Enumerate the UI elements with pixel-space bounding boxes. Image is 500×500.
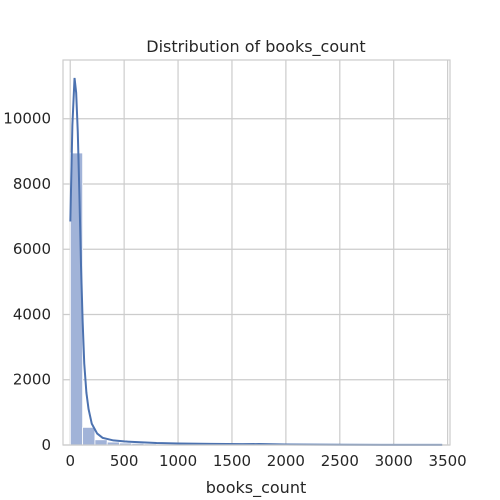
- y-tick-label: 8000: [13, 175, 51, 193]
- y-tick-label: 0: [41, 436, 51, 454]
- x-tick-labels: 0 500 1000 1500 2000 2500 3000 3500: [65, 452, 466, 470]
- plot-frame: [62, 59, 451, 446]
- histogram-bar: [94, 439, 108, 446]
- x-axis-label: books_count: [206, 478, 306, 498]
- x-tick-label: 3500: [429, 452, 467, 470]
- x-tick-label: 1000: [159, 452, 197, 470]
- y-tick-label: 6000: [13, 240, 51, 258]
- x-tick-label: 1500: [213, 452, 251, 470]
- histogram-bars: [69, 152, 440, 446]
- x-tick-label: 2000: [267, 452, 305, 470]
- grid: [63, 60, 450, 446]
- kde-line: [69, 77, 443, 446]
- y-tick-label: 2000: [13, 371, 51, 389]
- y-tick-label: 10000: [3, 110, 51, 128]
- x-tick-label: 2500: [321, 452, 359, 470]
- y-tick-label: 4000: [13, 305, 51, 323]
- histogram-bar: [69, 152, 84, 446]
- x-tick-label: 500: [110, 452, 139, 470]
- y-tick-labels: 0 2000 4000 6000 8000 10000: [3, 110, 51, 454]
- x-tick-label: 0: [65, 452, 75, 470]
- x-tick-label: 3000: [375, 452, 413, 470]
- histogram-bar: [82, 426, 96, 446]
- chart-title: Distribution of books_count: [146, 37, 365, 57]
